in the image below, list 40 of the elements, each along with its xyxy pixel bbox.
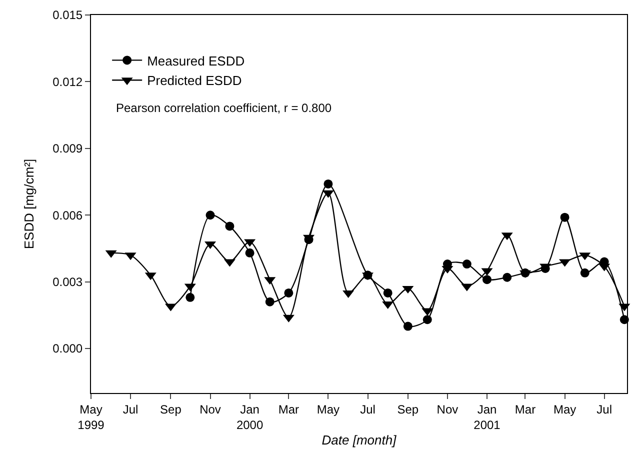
x-tick-label: May 1999 — [78, 402, 105, 432]
y-tick-label: 0.003 — [52, 275, 83, 290]
point — [422, 315, 432, 324]
x-tick-label: Sep — [160, 402, 182, 416]
point — [580, 268, 590, 278]
x-tick-label: Nov — [200, 402, 221, 416]
x-tick-label: May — [553, 402, 576, 416]
y-tick-label: 0.000 — [52, 342, 83, 356]
point — [245, 248, 254, 258]
x-tick-label: Jan 2001 — [474, 402, 501, 432]
point — [403, 322, 412, 331]
point — [206, 210, 215, 220]
x-tick-label: May — [316, 402, 340, 416]
point — [284, 288, 294, 298]
x-tick-label: Jul — [122, 402, 138, 416]
point — [225, 222, 234, 231]
x-tick-label: Sep — [397, 402, 419, 416]
point — [560, 212, 570, 222]
x-tick-label: Mar — [514, 402, 536, 416]
x-tick-label: Jul — [596, 402, 612, 416]
point — [324, 179, 333, 188]
legend-label: Measured ESDD — [147, 53, 245, 68]
legend-label: Predicted ESDD — [147, 73, 242, 88]
x-tick-label: Jul — [360, 402, 376, 416]
y-tick-label: 0.015 — [52, 8, 83, 22]
y-tick-label: 0.006 — [52, 208, 83, 222]
x-axis-title: Date [month] — [322, 432, 397, 448]
annotation: Pearson correlation coefficient, r = 0.800 — [116, 101, 332, 115]
point — [186, 292, 195, 302]
point — [383, 288, 392, 298]
point — [265, 297, 274, 306]
point — [502, 272, 512, 282]
y-tick-label: 0.012 — [52, 74, 83, 89]
y-tick-label: 0.009 — [52, 142, 83, 156]
x-tick-label: Mar — [278, 402, 300, 416]
x-tick-label: Nov — [436, 402, 458, 416]
x-tick-label: Jan 2000 — [236, 402, 264, 432]
point — [462, 260, 472, 269]
point — [482, 275, 492, 284]
y-axis-title: ESDD [mg/cm²] — [22, 158, 37, 250]
